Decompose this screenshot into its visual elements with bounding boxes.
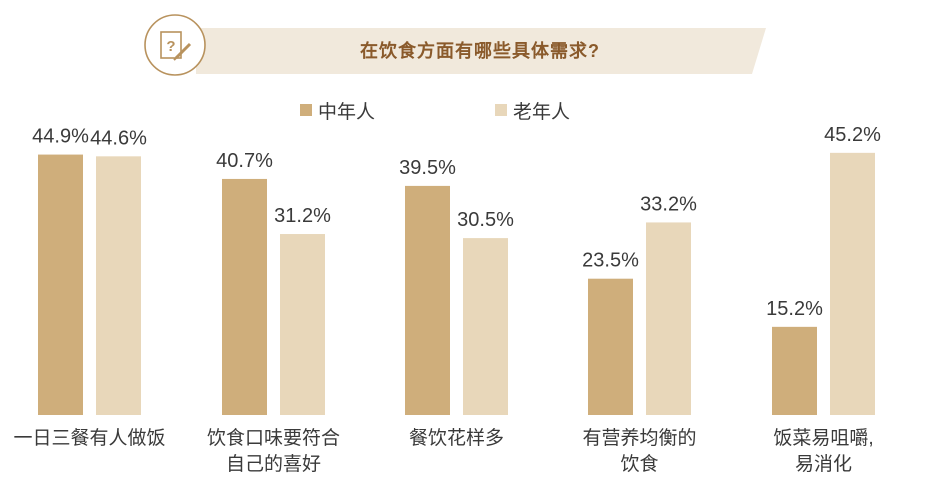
legend-swatch-elderly <box>495 104 508 116</box>
question-edit-icon: ? <box>144 14 206 76</box>
category-label-2: 餐饮花样多 <box>408 428 504 449</box>
bar-elderly-0 <box>96 156 141 415</box>
legend-label-elderly: 老年人 <box>513 101 571 123</box>
legend-label-middle-aged: 中年人 <box>318 101 376 123</box>
value-label-middle-aged-4: 15.2% <box>766 298 823 320</box>
category-label-1: 饮食口味要符合 自己的喜好 <box>206 428 340 475</box>
category-label-4: 饭菜易咀嚼, 易消化 <box>773 428 874 475</box>
bar-middle-aged-3 <box>588 278 633 415</box>
bar-elderly-1 <box>280 234 325 415</box>
bar-middle-aged-2 <box>405 185 450 415</box>
legend-item-middle-aged: 中年人 <box>300 97 375 124</box>
bar-elderly-4 <box>830 152 875 415</box>
category-label-0: 一日三餐有人做饭 <box>13 428 166 449</box>
legend-swatch-middle-aged <box>300 104 312 116</box>
value-label-elderly-0: 44.6% <box>90 127 147 149</box>
legend: 中年人 老年人 <box>300 97 570 124</box>
value-label-elderly-4: 45.2% <box>824 124 881 146</box>
value-label-middle-aged-0: 44.9% <box>32 126 89 148</box>
page-title: 在饮食方面有哪些具体需求? <box>360 41 600 61</box>
bar-elderly-2 <box>463 238 508 415</box>
banner-band <box>196 28 766 74</box>
legend-item-elderly: 老年人 <box>495 97 570 124</box>
value-label-middle-aged-1: 40.7% <box>216 150 273 172</box>
svg-text:?: ? <box>166 38 175 55</box>
bar-middle-aged-0 <box>38 154 83 415</box>
bar-middle-aged-1 <box>222 178 267 415</box>
value-label-elderly-1: 31.2% <box>274 205 331 227</box>
value-label-elderly-3: 33.2% <box>640 193 697 215</box>
value-label-middle-aged-3: 23.5% <box>582 250 639 272</box>
value-label-elderly-2: 30.5% <box>457 209 514 231</box>
header-banner: ? <box>144 14 766 76</box>
bar-elderly-3 <box>646 222 691 415</box>
bar-middle-aged-4 <box>772 326 817 415</box>
category-label-3: 有营养均衡的 饮食 <box>582 428 697 475</box>
value-label-middle-aged-2: 39.5% <box>399 157 456 179</box>
